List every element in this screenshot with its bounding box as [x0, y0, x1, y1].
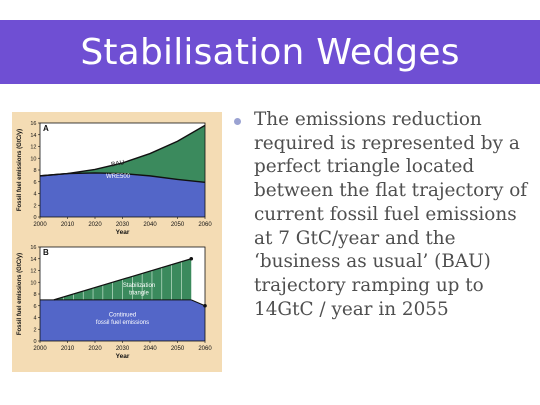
bau-line: [53, 258, 192, 301]
y-tick-label: 0: [33, 215, 36, 221]
y-tick-label: 10: [30, 280, 36, 286]
wre500-line: [39, 172, 206, 184]
bullet-dot-icon: [234, 118, 241, 125]
x-tick-label: 2040: [143, 222, 157, 228]
x-tick-label: 2060: [198, 346, 212, 352]
x-tick-label: 2030: [116, 346, 130, 352]
continued-emissions-label: fossil fuel emissions: [96, 320, 149, 326]
bau-endpoint: [189, 256, 194, 261]
y-axis-label: Fossil fuel emissions (GtC/y): [17, 129, 23, 211]
x-tick-label: 2010: [61, 222, 75, 228]
x-tick-label: 2000: [33, 222, 47, 228]
x-tick-label: 2040: [143, 346, 157, 352]
y-tick-label: 6: [33, 304, 36, 310]
slide-title: Stabilisation Wedges: [80, 31, 460, 73]
panel-b: Stabilization triangle Continued fossil fue…: [17, 245, 212, 360]
y-tick-label: 4: [33, 192, 36, 198]
y-tick-label: 2: [33, 327, 36, 333]
x-tick-label: 2020: [88, 346, 102, 352]
continued-emissions-label: Continued: [109, 312, 136, 318]
y-tick-label: 16: [30, 245, 36, 251]
y-tick-label: 12: [30, 145, 36, 151]
stabilization-label: Stabilization: [123, 283, 155, 289]
y-tick-label: 6: [33, 180, 36, 186]
y-tick-label: 4: [33, 316, 36, 322]
bullet-text: The emissions reduction required is repr…: [254, 109, 528, 320]
y-tick-label: 0: [33, 339, 36, 345]
wre500-label: WRE500: [106, 174, 131, 180]
x-tick-label: 2050: [171, 222, 185, 228]
x-tick-label: 2060: [198, 222, 212, 228]
y-tick-label: 14: [30, 133, 36, 139]
x-tick-label: 2000: [33, 346, 47, 352]
y-tick-label: 10: [30, 156, 36, 162]
panel-label: B: [43, 248, 49, 257]
x-tick-label: 2050: [171, 346, 185, 352]
wre500-area: [40, 172, 205, 217]
x-tick-label: 2030: [116, 222, 130, 228]
x-axis-label: Year: [116, 229, 130, 236]
x-tick-label: 2020: [88, 222, 102, 228]
stabilization-label: triangle: [129, 291, 149, 297]
y-tick-label: 16: [30, 121, 36, 127]
panel-a: BAU WRE500 A 0 2 4 6 8 10 12 14 16 2000 2010 2020 2030 2…: [17, 121, 212, 236]
y-tick-label: 8: [33, 168, 36, 174]
x-tick-label: 2010: [61, 346, 75, 352]
y-tick-label: 2: [33, 203, 36, 209]
decline-line: [191, 299, 206, 307]
title-bar: Stabilisation Wedges: [0, 20, 540, 84]
x-axis-label: Year: [116, 353, 130, 360]
panel-label: A: [43, 124, 49, 133]
y-tick-label: 12: [30, 269, 36, 275]
y-tick-label: 14: [30, 257, 36, 263]
bau-wedge-area: [40, 125, 205, 183]
y-axis-label: Fossil fuel emissions (GtC/y): [17, 253, 23, 335]
bau-label: BAU: [111, 159, 126, 168]
y-tick-label: 8: [33, 292, 36, 298]
continued-emissions-area: [40, 299, 205, 341]
bullet-point: The emissions reduction required is repr…: [234, 108, 534, 321]
